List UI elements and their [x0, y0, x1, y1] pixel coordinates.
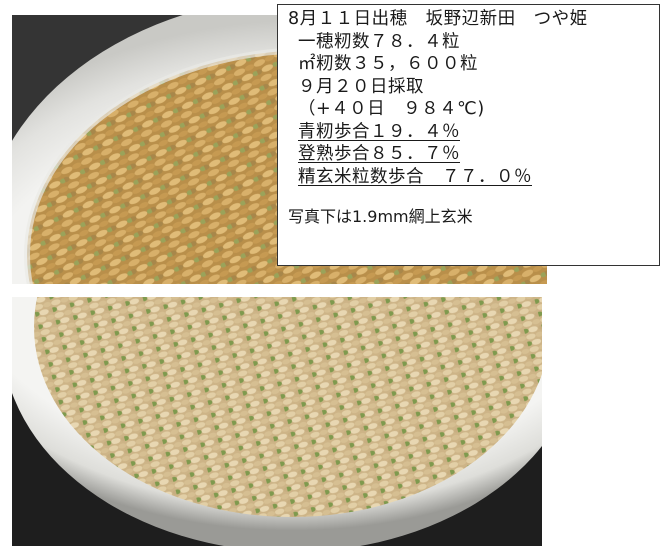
grains-per-square-meter: ㎡籾数３５，６００粒	[298, 54, 478, 74]
heading-date-field-variety: 8月１１日出穂 坂野辺新田 つや姫	[288, 9, 588, 29]
brown-rice-photo	[12, 297, 542, 546]
green-grain-ratio: 青籾歩合１９．４％	[298, 121, 460, 142]
info-box: 8月１１日出穂 坂野辺新田 つや姫 一穂籾数７８．４粒 ㎡籾数３５，６００粒 ９…	[277, 4, 660, 266]
sampling-date: ９月２０日採取	[298, 76, 424, 97]
grains-per-panicle: 一穂籾数７８．４粒	[298, 31, 460, 52]
polished-grain-ratio: 精玄米粒数歩合 ７７．０％	[298, 166, 532, 187]
ripening-ratio: 登熟歩合８５．７％	[298, 144, 460, 164]
photo-caption: 写真下は1.9mm網上玄米	[288, 207, 473, 226]
brown-rice-image	[12, 297, 542, 546]
days-and-temperature: （+４０日 ９８４℃)	[298, 99, 485, 119]
